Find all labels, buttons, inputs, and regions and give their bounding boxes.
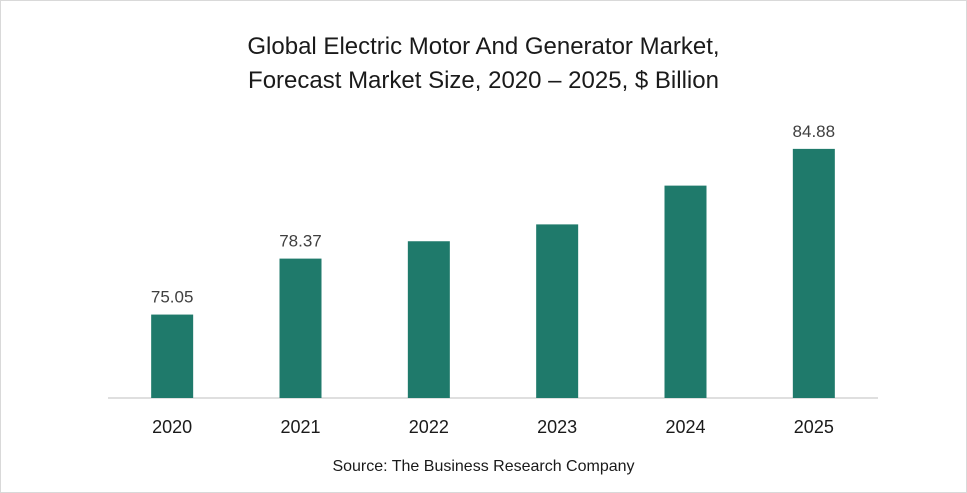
data-label: 75.05 xyxy=(151,288,194,307)
source-note: Source: The Business Research Company xyxy=(332,458,635,475)
chart-title: Global Electric Motor And Generator Mark… xyxy=(0,30,967,98)
x-tick-label: 2024 xyxy=(665,417,705,437)
x-tick-label: 2022 xyxy=(409,417,449,437)
x-tick-label: 2025 xyxy=(794,417,834,437)
x-tick-label: 2020 xyxy=(152,417,192,437)
data-label: 84.88 xyxy=(793,122,836,141)
bar-2024 xyxy=(664,185,707,398)
chart-title-line-2: Forecast Market Size, 2020 – 2025, $ Bil… xyxy=(248,67,719,94)
x-tick-label: 2023 xyxy=(537,417,577,437)
bar-2022 xyxy=(407,241,450,398)
data-label: 78.37 xyxy=(279,232,322,251)
chart-title-line-1: Global Electric Motor And Generator Mark… xyxy=(247,33,720,60)
bar-2021 xyxy=(279,258,322,398)
bar-2025 xyxy=(792,148,835,398)
bar-2020 xyxy=(151,314,194,398)
bar-2023 xyxy=(536,224,579,398)
x-tick-label: 2021 xyxy=(280,417,320,437)
